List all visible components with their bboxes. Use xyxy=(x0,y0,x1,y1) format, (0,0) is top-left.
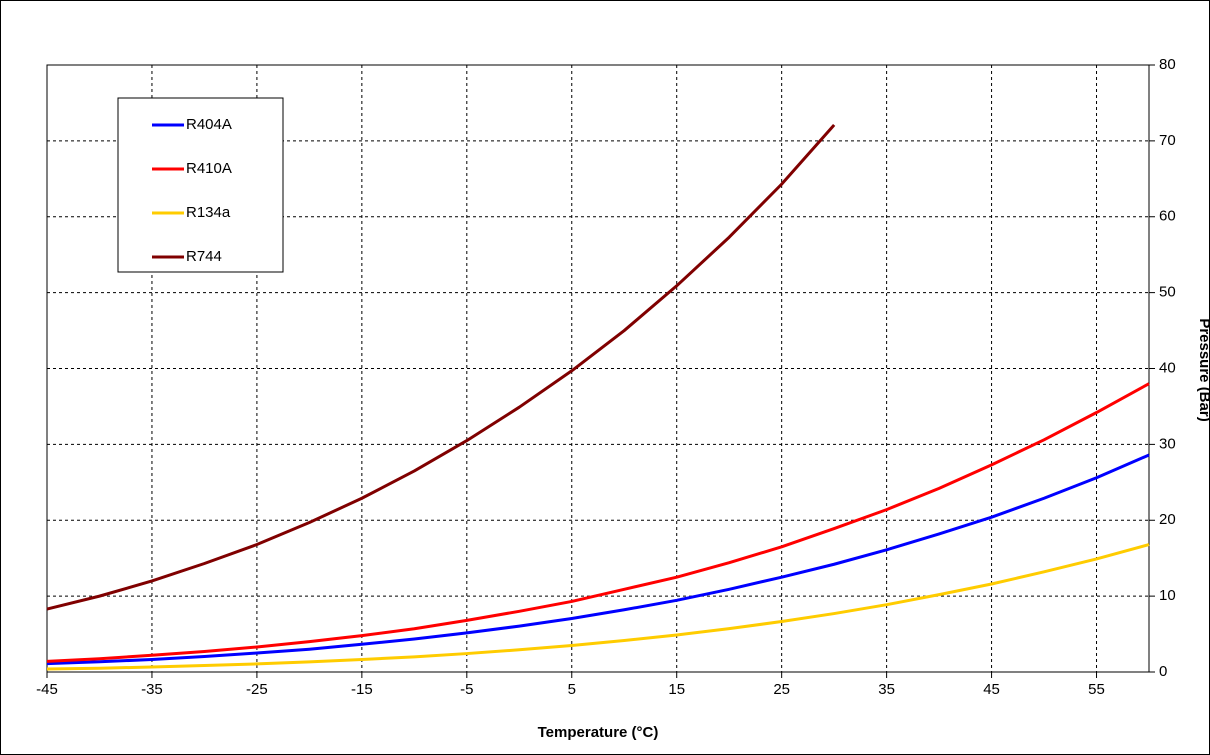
series-line xyxy=(46,123,836,611)
y-tick-label: 0 xyxy=(1159,663,1167,680)
x-tick-label: 45 xyxy=(983,681,1000,698)
x-tick-label: -25 xyxy=(246,681,268,698)
legend-label: R134a xyxy=(186,204,231,221)
x-axis-label: Temperature (°C) xyxy=(538,724,659,741)
plot-area xyxy=(46,64,1150,673)
y-tick-label: 70 xyxy=(1159,132,1176,149)
x-tick-label: -45 xyxy=(36,681,58,698)
x-tick-label: -15 xyxy=(351,681,373,698)
x-tick-label: 5 xyxy=(568,681,576,698)
y-tick-label: 10 xyxy=(1159,587,1176,604)
y-tick-label: 60 xyxy=(1159,208,1176,225)
legend-box xyxy=(117,97,284,273)
y-tick-label: 40 xyxy=(1159,359,1176,376)
legend-label: R404A xyxy=(186,116,232,133)
x-tick-label: 55 xyxy=(1088,681,1105,698)
y-tick-label: 20 xyxy=(1159,511,1176,528)
y-tick-label: 30 xyxy=(1159,435,1176,452)
x-tick-label: -35 xyxy=(141,681,163,698)
series-line xyxy=(46,453,1150,666)
x-tick-label: -5 xyxy=(460,681,473,698)
x-tick-label: 25 xyxy=(773,681,790,698)
x-tick-label: 35 xyxy=(878,681,895,698)
y-axis-label: Pressure (Bar) xyxy=(1196,318,1210,421)
legend-label: R744 xyxy=(186,248,222,265)
y-tick-label: 80 xyxy=(1159,56,1176,73)
y-tick-label: 50 xyxy=(1159,284,1176,301)
x-tick-label: 15 xyxy=(668,681,685,698)
series-line xyxy=(46,543,1150,671)
legend-label: R410A xyxy=(186,160,232,177)
series-line xyxy=(46,382,1150,663)
